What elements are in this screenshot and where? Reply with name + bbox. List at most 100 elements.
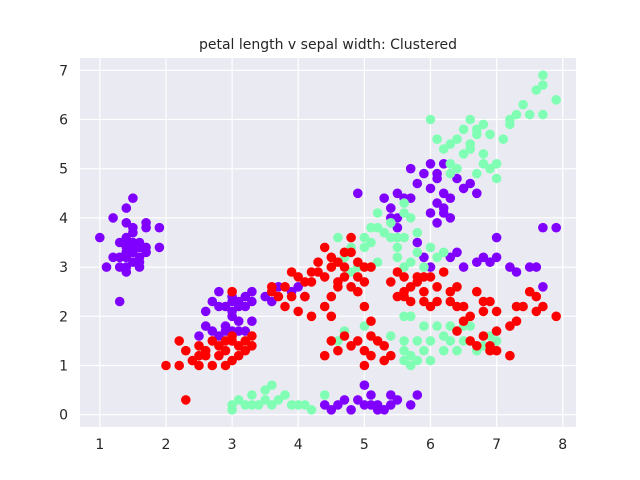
- scatter-point: [458, 262, 469, 272]
- scatter-point: [478, 119, 489, 130]
- data-points: [95, 70, 561, 415]
- scatter-point: [339, 262, 350, 272]
- scatter-point: [214, 350, 224, 361]
- scatter-point: [267, 282, 277, 292]
- scatter-point: [478, 159, 489, 169]
- chart-title: petal length v sepal width: Clustered: [199, 37, 457, 53]
- scatter-point: [465, 178, 476, 189]
- y-tick-label: 2: [59, 309, 68, 325]
- scatter-point: [511, 316, 522, 327]
- scatter-point: [531, 291, 542, 302]
- scatter-point: [425, 272, 436, 282]
- scatter-point: [207, 296, 218, 307]
- scatter-point: [227, 355, 237, 366]
- scatter-point: [419, 286, 429, 297]
- scatter-point: [247, 390, 257, 400]
- scatter-point: [465, 311, 476, 322]
- scatter-point: [220, 345, 231, 356]
- scatter-point: [538, 80, 548, 90]
- scatter-point: [326, 262, 337, 272]
- scatter-point: [359, 262, 370, 272]
- scatter-point: [419, 252, 429, 263]
- scatter-point: [412, 237, 423, 248]
- scatter-point: [121, 218, 132, 228]
- scatter-point: [300, 400, 310, 410]
- scatter-point: [366, 262, 376, 272]
- scatter-point: [425, 208, 436, 218]
- scatter-point: [511, 109, 522, 120]
- scatter-point: [386, 400, 396, 410]
- scatter-point: [445, 336, 456, 346]
- scatter-point: [267, 400, 277, 410]
- scatter-point: [319, 242, 330, 253]
- scatter-point: [240, 291, 251, 302]
- scatter-point: [154, 242, 165, 253]
- scatter-point: [491, 159, 502, 169]
- scatter-point: [121, 232, 132, 243]
- scatter-point: [280, 390, 290, 400]
- scatter-point: [200, 321, 211, 331]
- scatter-point: [478, 296, 489, 307]
- scatter-point: [128, 247, 138, 258]
- scatter-point: [485, 129, 495, 140]
- scatter-point: [121, 203, 132, 213]
- scatter-point: [445, 296, 456, 307]
- scatter-point: [359, 232, 370, 243]
- scatter-point: [306, 405, 317, 415]
- scatter-point: [386, 277, 396, 287]
- scatter-point: [491, 345, 502, 356]
- scatter-point: [392, 395, 403, 405]
- scatter-point: [240, 301, 251, 312]
- y-axis-ticks: 0 1 2 3 4 5 6 7: [59, 63, 68, 423]
- scatter-point: [220, 326, 231, 336]
- scatter-point: [114, 296, 125, 307]
- scatter-point: [227, 405, 237, 415]
- scatter-point: [379, 405, 390, 415]
- scatter-point: [359, 360, 370, 371]
- scatter-point: [491, 336, 502, 346]
- scatter-point: [333, 400, 343, 410]
- scatter-point: [194, 360, 204, 371]
- scatter-point: [518, 99, 528, 110]
- scatter-point: [286, 267, 297, 277]
- scatter-point: [128, 237, 138, 248]
- scatter-point: [359, 345, 370, 356]
- scatter-point: [306, 311, 317, 322]
- scatter-point: [412, 355, 423, 366]
- scatter-point: [214, 341, 224, 351]
- scatter-point: [359, 242, 370, 253]
- scatter-point: [419, 272, 429, 282]
- scatter-point: [293, 282, 304, 292]
- scatter-point: [134, 237, 145, 248]
- scatter-point: [485, 163, 495, 174]
- scatter-point: [386, 390, 396, 400]
- scatter-point: [432, 252, 442, 263]
- scatter-point: [505, 262, 515, 272]
- scatter-point: [538, 222, 548, 233]
- scatter-point: [353, 286, 363, 297]
- scatter-point: [452, 301, 462, 312]
- scatter-point: [128, 257, 138, 268]
- scatter-point: [267, 380, 277, 391]
- scatter-point: [405, 311, 416, 322]
- scatter-point: [505, 114, 515, 125]
- scatter-point: [233, 341, 244, 351]
- plot-area: [80, 58, 576, 427]
- scatter-point: [247, 331, 257, 341]
- scatter-point: [412, 277, 423, 287]
- x-tick-label: 1: [95, 437, 104, 453]
- scatter-point: [247, 286, 257, 297]
- scatter-point: [333, 336, 343, 346]
- scatter-point: [253, 400, 264, 410]
- scatter-point: [379, 193, 390, 203]
- scatter-point: [425, 242, 436, 253]
- y-tick-label: 3: [59, 260, 68, 276]
- scatter-point: [432, 282, 442, 292]
- scatter-point: [538, 282, 548, 292]
- scatter-point: [452, 134, 462, 144]
- scatter-point: [445, 159, 456, 169]
- scatter-point: [485, 341, 495, 351]
- y-tick-label: 6: [59, 113, 68, 129]
- scatter-point: [445, 193, 456, 203]
- x-axis-ticks: 1 2 3 4 5 6 7 8: [95, 437, 567, 453]
